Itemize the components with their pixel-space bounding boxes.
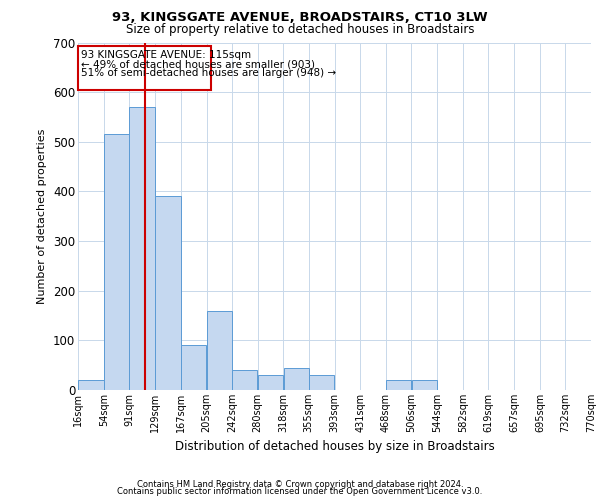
Text: Contains public sector information licensed under the Open Government Licence v3: Contains public sector information licen… [118, 487, 482, 496]
Bar [129, 107, 155, 390]
Y-axis label: Number of detached properties: Number of detached properties [37, 128, 47, 304]
Text: 93 KINGSGATE AVENUE: 115sqm: 93 KINGSGATE AVENUE: 115sqm [82, 50, 251, 60]
Bar [309, 375, 334, 390]
Bar [155, 196, 181, 390]
X-axis label: Distribution of detached houses by size in Broadstairs: Distribution of detached houses by size … [175, 440, 494, 454]
Bar [104, 134, 130, 390]
Text: Contains HM Land Registry data © Crown copyright and database right 2024.: Contains HM Land Registry data © Crown c… [137, 480, 463, 489]
Bar [258, 375, 283, 390]
Bar [78, 380, 104, 390]
Bar [207, 310, 232, 390]
Text: ← 49% of detached houses are smaller (903): ← 49% of detached houses are smaller (90… [82, 60, 316, 70]
Bar [284, 368, 309, 390]
Text: 51% of semi-detached houses are larger (948) →: 51% of semi-detached houses are larger (… [82, 68, 337, 78]
Bar [181, 346, 206, 390]
FancyBboxPatch shape [78, 46, 211, 90]
Bar [412, 380, 437, 390]
Text: Size of property relative to detached houses in Broadstairs: Size of property relative to detached ho… [126, 22, 474, 36]
Text: 93, KINGSGATE AVENUE, BROADSTAIRS, CT10 3LW: 93, KINGSGATE AVENUE, BROADSTAIRS, CT10 … [112, 11, 488, 24]
Bar [386, 380, 411, 390]
Bar [232, 370, 257, 390]
